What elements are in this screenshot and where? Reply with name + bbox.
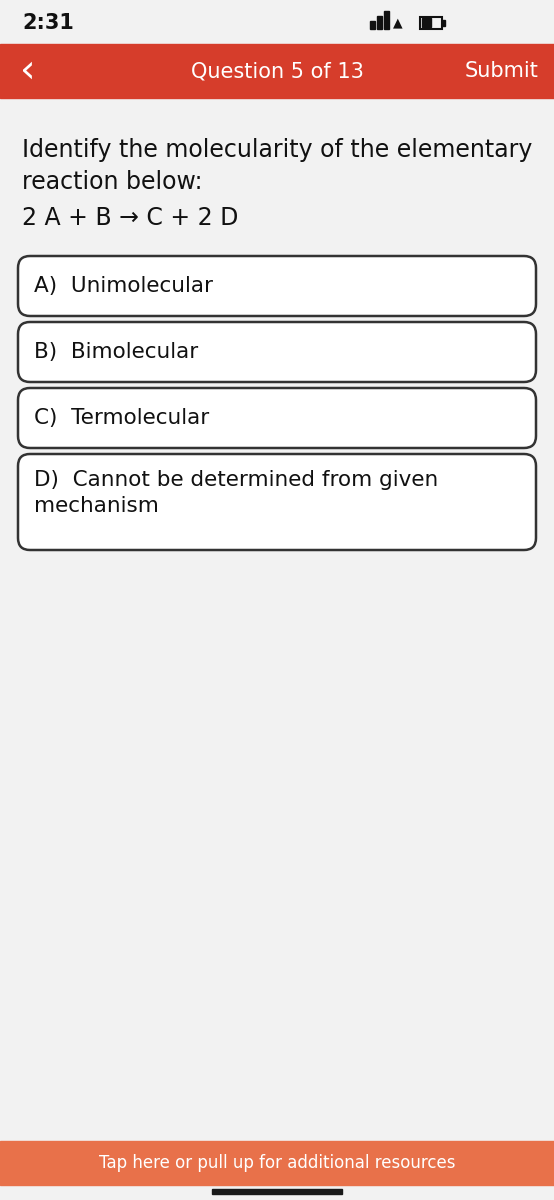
Text: Tap here or pull up for additional resources: Tap here or pull up for additional resou… (99, 1154, 455, 1172)
Text: ▲: ▲ (393, 17, 403, 29)
Text: 2 A + B → C + 2 D: 2 A + B → C + 2 D (22, 206, 238, 230)
Bar (0, 44, 554, 98)
Bar (212, 1189, 342, 1194)
Text: Submit: Submit (464, 61, 538, 80)
Text: reaction below:: reaction below: (22, 170, 203, 194)
Bar (420, 17, 442, 29)
Text: D)  Cannot be determined from given: D) Cannot be determined from given (34, 470, 438, 490)
Text: A)  Unimolecular: A) Unimolecular (34, 276, 213, 296)
Text: B)  Bimolecular: B) Bimolecular (34, 342, 198, 362)
FancyBboxPatch shape (18, 256, 536, 316)
FancyBboxPatch shape (18, 322, 536, 382)
Bar (0, 1141, 554, 1186)
Text: mechanism: mechanism (34, 496, 159, 516)
FancyBboxPatch shape (18, 454, 536, 550)
FancyBboxPatch shape (18, 388, 536, 448)
Bar (0, 0, 554, 44)
Text: 2:31: 2:31 (22, 13, 74, 32)
Text: ‹: ‹ (20, 52, 35, 90)
Bar (370, 20, 375, 29)
Bar (377, 16, 382, 29)
Text: C)  Termolecular: C) Termolecular (34, 408, 209, 428)
Text: Question 5 of 13: Question 5 of 13 (191, 61, 363, 80)
Bar (384, 11, 389, 29)
Bar (422, 18, 431, 28)
Text: Identify the molecularity of the elementary: Identify the molecularity of the element… (22, 138, 532, 162)
Bar (442, 20, 445, 26)
